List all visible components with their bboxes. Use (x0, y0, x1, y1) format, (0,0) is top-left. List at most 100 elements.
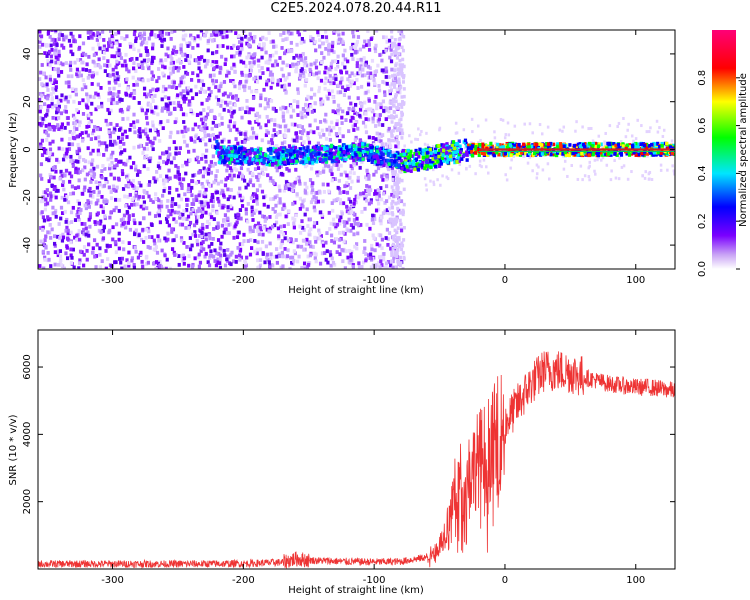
heat-cell (132, 196, 136, 200)
heat-cell (387, 75, 391, 79)
heat-cell (51, 125, 55, 129)
heat-cell (268, 178, 272, 183)
heat-cell (97, 140, 102, 145)
heat-cell (332, 240, 337, 245)
heat-cell (251, 131, 256, 135)
heat-cell (567, 153, 572, 158)
heat-cell (397, 30, 401, 33)
heat-cell (347, 175, 351, 180)
heat-cell (282, 118, 286, 123)
heat-cell (205, 61, 209, 66)
heat-cell (106, 73, 110, 78)
heat-cell (181, 30, 186, 33)
heat-cell (408, 134, 411, 138)
heat-cell (238, 171, 242, 176)
heat-cell (373, 49, 378, 54)
heat-cell (308, 123, 312, 128)
heat-cell (44, 197, 48, 202)
heat-cell (180, 75, 185, 80)
heat-cell (307, 151, 311, 155)
heat-cell (163, 186, 167, 191)
heat-cell (336, 159, 341, 164)
heat-cell (91, 158, 95, 163)
heat-cell (314, 196, 318, 201)
heat-cell (134, 164, 138, 169)
heat-cell (563, 159, 567, 163)
heat-cell (248, 107, 252, 112)
heat-cell (53, 262, 57, 267)
heat-cell (197, 61, 201, 66)
heat-cell (360, 209, 364, 214)
heat-cell (226, 45, 230, 50)
heat-cell (401, 57, 405, 62)
heat-cell (181, 216, 186, 221)
heat-cell (341, 53, 345, 58)
heat-cell (295, 138, 299, 143)
heat-cell (384, 261, 389, 266)
heat-cell (64, 35, 68, 40)
heat-cell (86, 199, 90, 203)
heat-cell (243, 140, 247, 144)
heat-cell (371, 263, 376, 268)
heat-cell (75, 108, 79, 112)
heat-cell (204, 251, 208, 256)
heat-cell (474, 172, 477, 176)
heat-cell (204, 159, 208, 164)
heat-cell (274, 203, 278, 208)
heat-cell (359, 84, 364, 89)
heat-cell (273, 255, 277, 259)
heat-cell (378, 53, 382, 57)
heat-cell (324, 35, 329, 40)
heat-cell (260, 55, 264, 60)
heat-cell (403, 149, 407, 153)
heat-cell (655, 119, 659, 123)
heat-cell (145, 41, 149, 45)
heat-cell (238, 107, 242, 111)
heat-cell (240, 70, 244, 75)
heat-cell (201, 174, 205, 179)
heat-cell (149, 198, 153, 202)
heat-cell (90, 82, 94, 86)
heat-cell (282, 203, 286, 208)
heat-cell (229, 252, 233, 257)
heat-cell (331, 260, 336, 265)
heat-cell (53, 243, 57, 248)
heat-cell (177, 100, 181, 105)
heat-cell (261, 42, 266, 47)
heat-cell (118, 198, 122, 202)
heat-cell (271, 106, 275, 111)
heat-cell (162, 160, 166, 164)
heat-cell (281, 105, 285, 110)
heat-cell (309, 62, 313, 67)
heat-cell (393, 234, 397, 238)
heat-cell (155, 169, 159, 174)
heat-cell (128, 127, 132, 132)
heat-cell (114, 80, 118, 85)
heat-cell (343, 65, 347, 70)
heat-cell (188, 220, 193, 225)
heat-cell (109, 121, 113, 126)
heat-cell (64, 61, 68, 65)
heat-cell (325, 249, 329, 254)
heat-cell (121, 117, 125, 121)
heat-cell (189, 78, 194, 82)
heat-cell (645, 130, 649, 134)
heat-cell (233, 151, 237, 156)
heat-cell (47, 179, 51, 184)
heat-cell (56, 262, 61, 267)
heat-cell (432, 180, 435, 184)
heat-cell (373, 72, 377, 77)
heat-cell (396, 72, 400, 77)
heat-cell (82, 158, 86, 162)
heat-cell (375, 30, 379, 33)
heat-cell (111, 237, 115, 242)
heat-cell (91, 170, 95, 175)
heat-cell (107, 166, 112, 171)
heat-cell (42, 266, 46, 269)
heat-cell (86, 133, 90, 138)
heat-cell (357, 265, 362, 269)
heat-cell (354, 46, 358, 50)
heat-cell (387, 231, 392, 235)
heat-cell (354, 200, 358, 205)
heat-cell (384, 108, 388, 113)
